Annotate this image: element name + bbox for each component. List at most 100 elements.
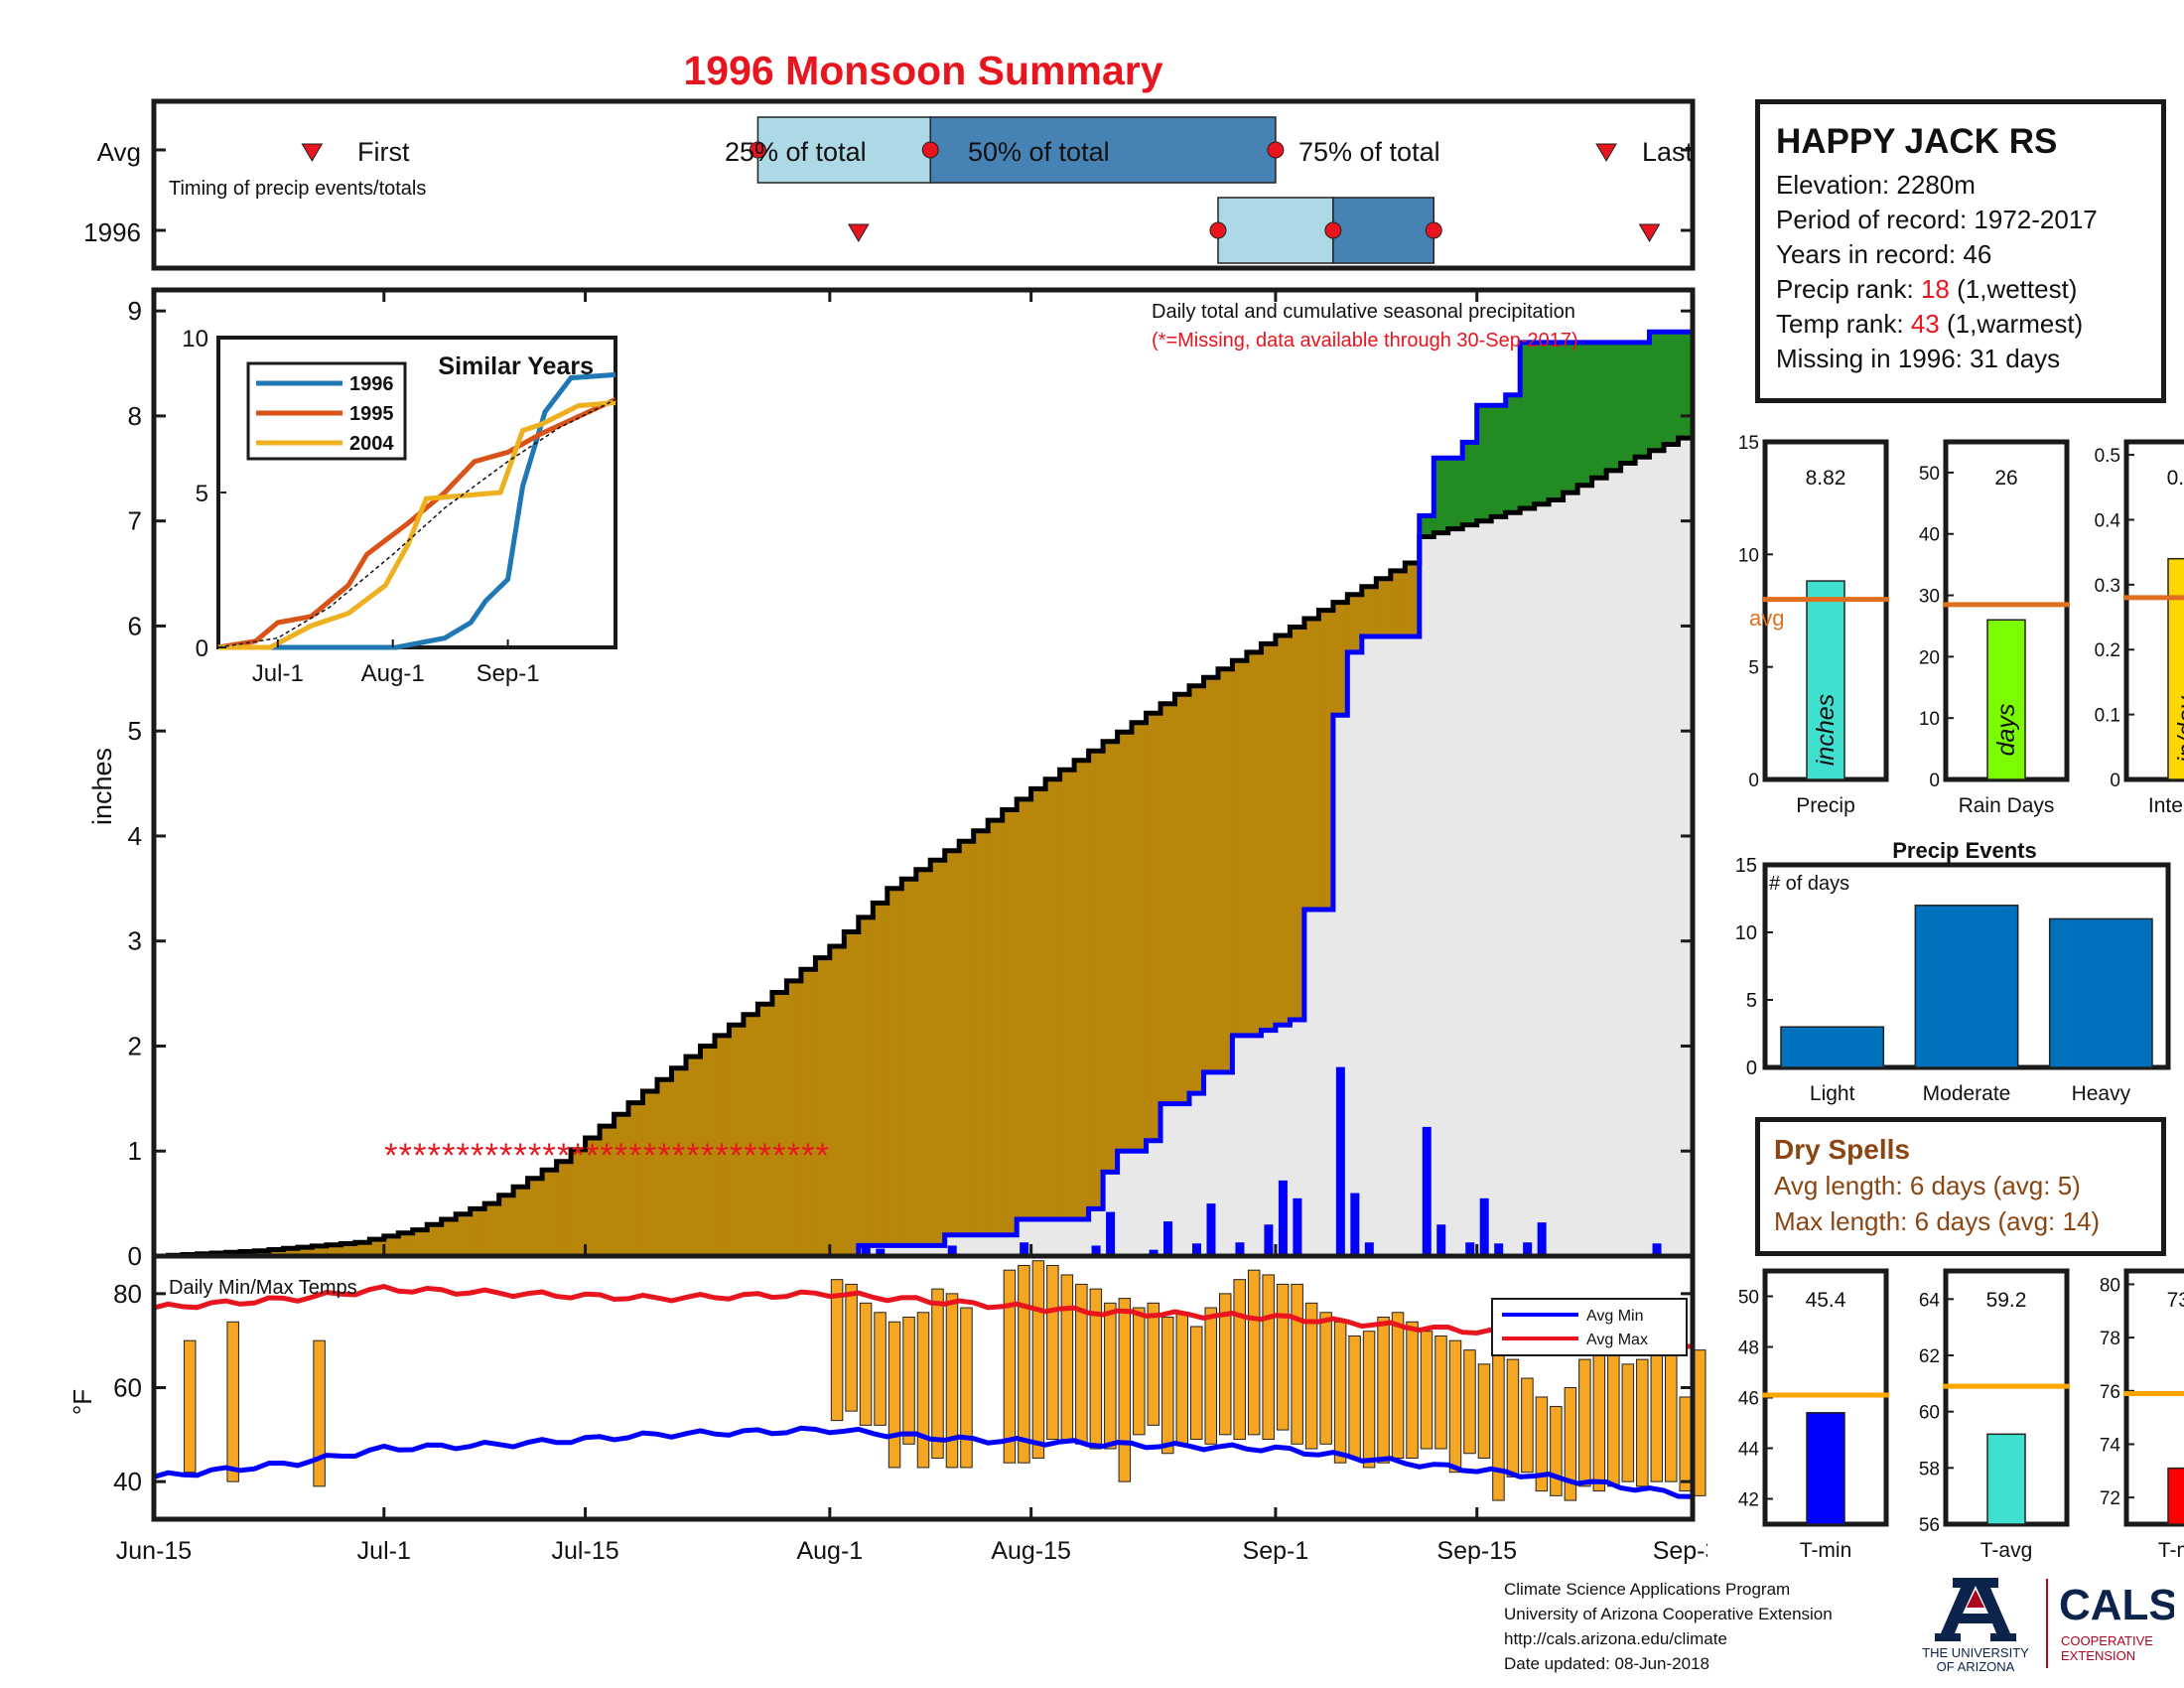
main-missing-note: (*=Missing, data available through 30-Se… bbox=[1152, 330, 1578, 352]
stat-bar-precip bbox=[1806, 580, 1845, 780]
avg-last-marker bbox=[1595, 143, 1617, 162]
missing-day-marker: * bbox=[730, 1137, 743, 1175]
year-p50-marker bbox=[1324, 221, 1342, 239]
block-a-logo bbox=[1935, 1578, 2016, 1641]
stat-y-tick-label: 10 bbox=[1738, 545, 1759, 566]
temp-bar-y-tick-label: 50 bbox=[1738, 1288, 1759, 1309]
temp-range-bar bbox=[931, 1288, 944, 1459]
missing-day-marker: * bbox=[528, 1137, 541, 1175]
temp-bar-y-tick-label: 72 bbox=[2100, 1488, 2120, 1509]
missing-day-marker: * bbox=[557, 1137, 570, 1175]
stat-unit-intensity: in/day bbox=[2173, 695, 2184, 763]
stat-bar-rain_days bbox=[1986, 619, 2026, 780]
below-average-fill bbox=[154, 431, 1693, 1256]
missing-day-marker: * bbox=[600, 1137, 613, 1175]
temp-range-bar bbox=[1434, 1335, 1447, 1450]
temp-range-bar bbox=[1377, 1317, 1390, 1464]
y-tick-label: 1 bbox=[128, 1136, 142, 1166]
stat-y-tick-label: 20 bbox=[1919, 647, 1940, 668]
main-chart: inches * * * * * * * * * * * * * * * * * * * * * * * * * * * * * * * D… bbox=[68, 287, 1707, 1565]
daily-precip-bar bbox=[1350, 1193, 1360, 1256]
avg-p75-marker bbox=[1267, 141, 1285, 159]
missing-day-marker: * bbox=[686, 1137, 699, 1175]
temp-bar-y-tick-label: 46 bbox=[1738, 1389, 1759, 1410]
pct75-label: 75% of total bbox=[1298, 137, 1440, 167]
temps-ylabel: °F bbox=[68, 1389, 97, 1415]
event-bar-light bbox=[1780, 1026, 1885, 1068]
footer-line-2: University of Arizona Cooperative Extens… bbox=[1504, 1605, 1833, 1623]
daily-precip-bar bbox=[1235, 1242, 1245, 1256]
temps-frame bbox=[151, 1253, 1696, 1522]
daily-precip-bar bbox=[1422, 1126, 1432, 1256]
station-elevation: Elevation: 2280m bbox=[1776, 170, 1976, 200]
first-label: First bbox=[357, 137, 410, 167]
missing-day-marker: * bbox=[571, 1137, 584, 1175]
x-tick-label: Sep-1 bbox=[1243, 1537, 1309, 1565]
y-tick-label: 7 bbox=[128, 506, 142, 536]
daily-precip-bar bbox=[1106, 1211, 1116, 1256]
daily-precip-bar bbox=[1465, 1242, 1475, 1256]
right-panels: inches8.82051015Precipdays2601020304050R… bbox=[1735, 433, 2184, 1562]
temp-range-bar bbox=[1391, 1312, 1405, 1459]
block-a-inner bbox=[1967, 1590, 1984, 1608]
x-tick-label: Jul-15 bbox=[552, 1537, 619, 1565]
daily-precip-bar bbox=[1278, 1180, 1288, 1256]
avg-max-line bbox=[153, 1284, 1694, 1350]
ua-line-2: OF ARIZONA bbox=[1937, 1659, 2015, 1673]
temp-range-bar bbox=[1175, 1312, 1189, 1445]
temp-range-bar bbox=[887, 1321, 901, 1469]
temp-range-bar bbox=[1218, 1293, 1232, 1436]
year-q2-box bbox=[1332, 197, 1435, 264]
stat-bar-intensity bbox=[2167, 557, 2184, 780]
temp-bar-tmax bbox=[2167, 1467, 2184, 1525]
inset-average-line bbox=[217, 398, 616, 648]
missing-day-marker: * bbox=[758, 1137, 771, 1175]
daily-precip-bar bbox=[1364, 1242, 1374, 1256]
daily-precip-bar bbox=[1523, 1242, 1533, 1256]
missing-day-marker: * bbox=[672, 1137, 685, 1175]
missing-day-marker: * bbox=[787, 1137, 800, 1175]
daily-precip-bar bbox=[947, 1245, 957, 1256]
temp-range-bar bbox=[1247, 1269, 1261, 1436]
daily-precip-bar bbox=[861, 1245, 871, 1256]
stat-y-tick-label: 0 bbox=[1748, 771, 1759, 791]
temp-range-bar bbox=[1592, 1335, 1606, 1492]
inset-legend-label-1995: 1995 bbox=[349, 403, 394, 425]
inset-x-tick-label: Aug-1 bbox=[361, 660, 425, 687]
year-p25-marker bbox=[1209, 221, 1227, 239]
event-label-moderate: Moderate bbox=[1923, 1082, 2011, 1105]
temp-range-bar bbox=[1621, 1363, 1635, 1482]
pct25-label: 25% of total bbox=[725, 137, 867, 167]
inset-x-tick-label: Sep-1 bbox=[477, 660, 540, 687]
stat-y-tick-label: 50 bbox=[1919, 464, 1940, 485]
timing-row-label-avg: Avg bbox=[97, 137, 141, 167]
y-tick-label: 3 bbox=[128, 926, 142, 956]
temp-range-bar bbox=[945, 1293, 959, 1469]
dry-spells-max: Max length: 6 days (avg: 14) bbox=[1774, 1206, 2101, 1236]
temp-range-bar bbox=[1420, 1331, 1433, 1450]
events-y-tick-label: 5 bbox=[1746, 990, 1757, 1012]
footer-line-3: http://cals.arizona.edu/climate bbox=[1504, 1629, 1727, 1648]
missing-day-marker: * bbox=[586, 1137, 599, 1175]
events-y-tick-label: 15 bbox=[1735, 855, 1757, 877]
missing-day-marker: * bbox=[485, 1137, 498, 1175]
temp-range-bar bbox=[1521, 1377, 1534, 1474]
temp-range-bar bbox=[1060, 1274, 1074, 1441]
daily-precip-bar bbox=[1479, 1197, 1489, 1256]
temp-range-bar bbox=[1304, 1302, 1318, 1450]
missing-day-marker: * bbox=[413, 1137, 426, 1175]
temp-range-bar bbox=[1204, 1307, 1217, 1445]
x-tick-label: Aug-15 bbox=[991, 1537, 1071, 1565]
x-tick-label: Aug-1 bbox=[796, 1537, 863, 1565]
temp-bar-y-tick-label: 42 bbox=[1738, 1490, 1759, 1511]
temp-range-bar bbox=[1189, 1326, 1203, 1441]
dry-spells-title: Dry Spells bbox=[1774, 1134, 1910, 1165]
missing-day-marker: * bbox=[744, 1137, 756, 1175]
chart-title: 1996 Monsoon Summary bbox=[683, 48, 1163, 93]
temp-range-bar bbox=[845, 1283, 858, 1412]
temp-range-bar bbox=[1636, 1358, 1649, 1487]
daily-precip-bar bbox=[1163, 1221, 1173, 1256]
temp-bar-label-tmin: T-min bbox=[1800, 1539, 1852, 1562]
y-tick-label: 5 bbox=[128, 716, 142, 746]
university-logo: THE UNIVERSITY OF ARIZONA bbox=[1922, 1578, 2029, 1673]
